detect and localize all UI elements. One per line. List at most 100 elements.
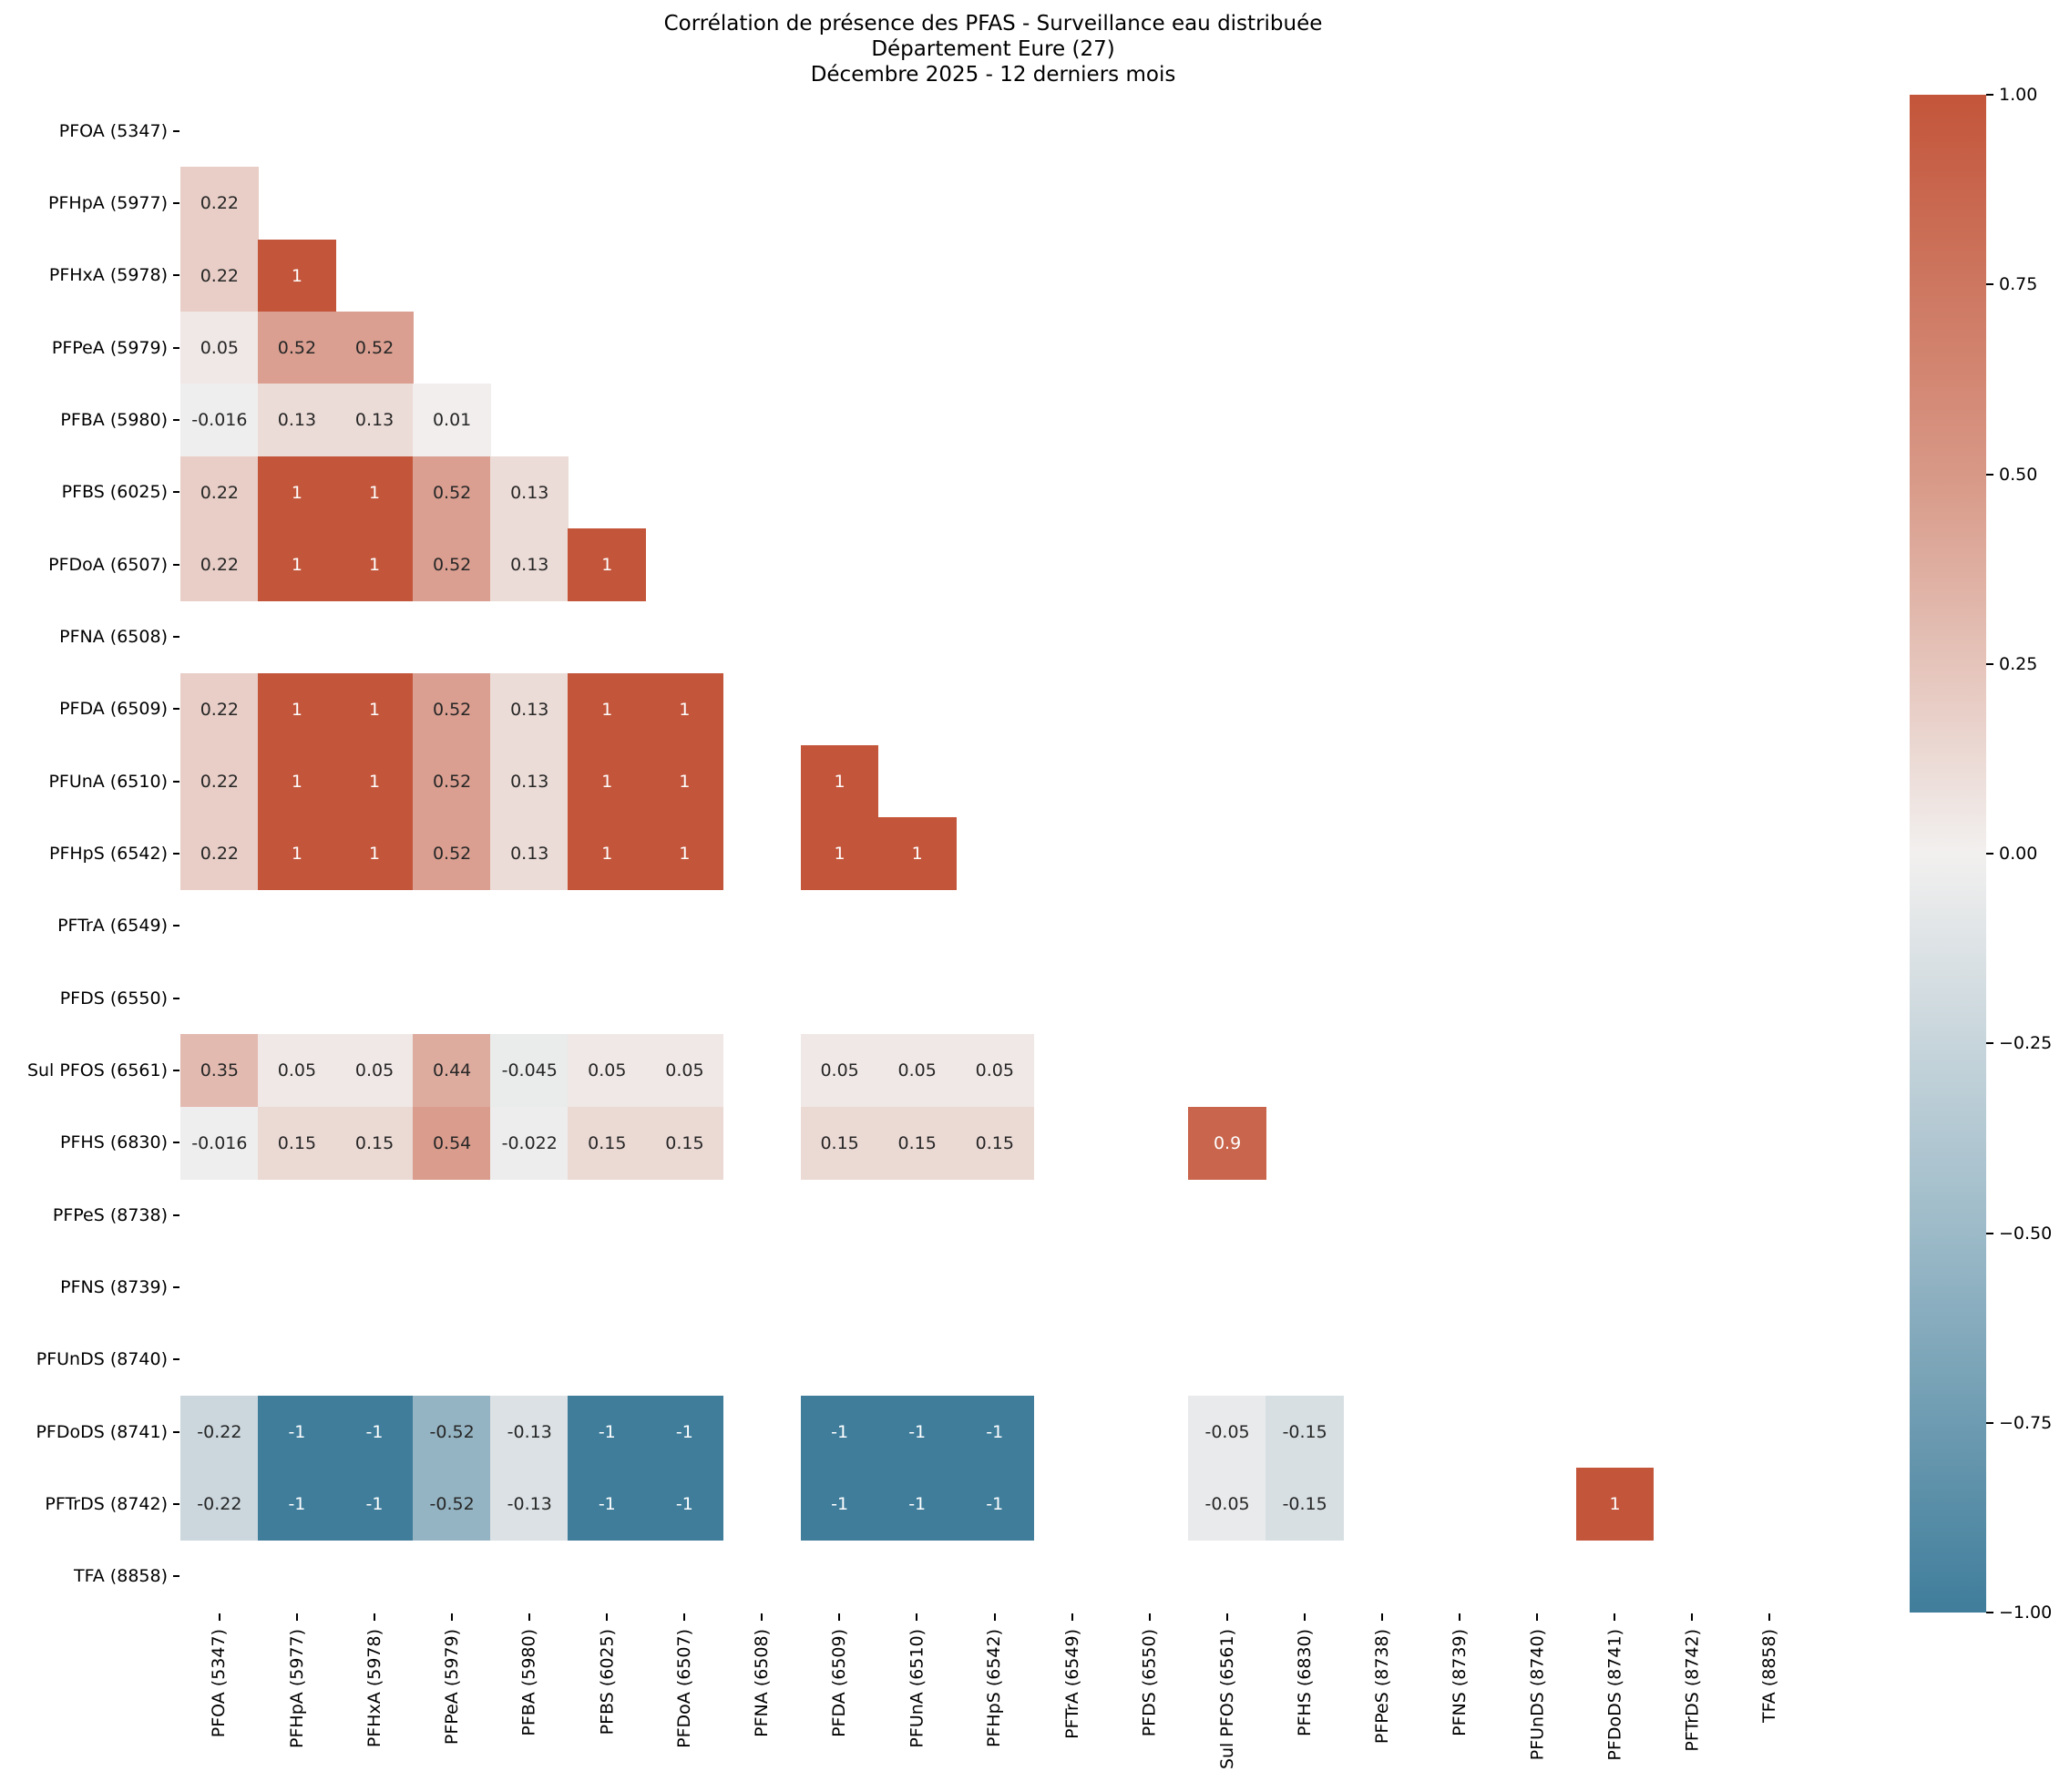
heatmap-cell: -1 (800, 1396, 879, 1469)
heatmap-cell: 0.22 (180, 817, 259, 891)
heatmap-cell: -0.13 (490, 1468, 569, 1541)
heatmap-cell: 0.13 (258, 384, 336, 457)
x-axis-label: PFDoA (6507) (674, 1629, 695, 1748)
x-tick (1614, 1613, 1616, 1621)
colorbar-tick-label: −0.25 (1999, 1033, 2053, 1054)
heatmap-cell: 0.13 (335, 384, 414, 457)
colorbar-tick (1986, 94, 1993, 96)
heatmap-cell: 1 (1575, 1468, 1655, 1541)
y-axis-label: PFPeS (8738) (52, 1204, 168, 1225)
y-axis-label: PFUnA (6510) (48, 771, 168, 792)
heatmap-cell: 1 (335, 745, 414, 818)
x-tick (218, 1613, 220, 1621)
chart-title: Corrélation de présence des PFAS - Surve… (0, 11, 1986, 87)
colorbar-tick-label: 1.00 (1999, 85, 2038, 105)
y-tick (173, 708, 179, 711)
colorbar-tick (1986, 473, 1993, 476)
title-line-3: Décembre 2025 - 12 derniers mois (810, 63, 1176, 87)
heatmap-cell: -0.22 (180, 1468, 259, 1541)
x-tick (1303, 1613, 1306, 1621)
y-axis-label: PFHxA (5978) (48, 265, 168, 286)
heatmap-cell: 0.05 (258, 1034, 336, 1108)
heatmap-cell: 0.05 (335, 1034, 414, 1108)
y-axis-label: PFHpA (5977) (48, 193, 168, 213)
heatmap-cell: 0.13 (490, 456, 569, 529)
heatmap-cell: 0.52 (413, 817, 491, 891)
x-axis-label: PFTrDS (8742) (1682, 1629, 1703, 1752)
x-tick (1071, 1613, 1073, 1621)
heatmap-cell: 1 (800, 745, 879, 818)
heatmap-cell: -0.022 (490, 1106, 569, 1180)
x-axis-label: PFTrA (6549) (1061, 1629, 1082, 1739)
x-axis-label: PFPeS (8738) (1371, 1629, 1392, 1745)
y-tick (173, 1070, 179, 1071)
heatmap-cell: 0.05 (645, 1034, 724, 1108)
heatmap-cell: 0.52 (413, 456, 491, 529)
x-axis-label: PFUnDS (8740) (1527, 1629, 1548, 1761)
y-axis-label: PFUnDS (8740) (36, 1349, 168, 1370)
heatmap-cell: -0.045 (490, 1034, 569, 1108)
y-tick (173, 202, 179, 204)
x-tick (450, 1613, 453, 1621)
x-axis-label: PFBS (6025) (597, 1629, 618, 1736)
x-tick (993, 1613, 996, 1621)
x-tick (1225, 1613, 1228, 1621)
heatmap-cell: 0.15 (258, 1106, 336, 1180)
colorbar-tick-label: −0.75 (1999, 1412, 2053, 1433)
x-tick (1148, 1613, 1151, 1621)
x-axis-label: PFPeA (5979) (441, 1629, 462, 1746)
heatmap-cell: -1 (258, 1468, 336, 1541)
heatmap-cell: -1 (955, 1468, 1034, 1541)
y-tick (173, 491, 179, 494)
heatmap-cell: 1 (335, 528, 414, 601)
x-axis-label: PFHpA (5977) (286, 1629, 307, 1748)
heatmap-cell: 0.22 (180, 456, 259, 529)
y-tick (173, 925, 179, 927)
colorbar-tick-label: 0.50 (1999, 464, 2038, 485)
colorbar (1910, 95, 1986, 1613)
heatmap-cell: 0.13 (490, 817, 569, 891)
heatmap-cell: 0.52 (413, 672, 491, 746)
y-tick (173, 1213, 179, 1216)
heatmap-cell: 1 (645, 672, 724, 746)
heatmap-cell: 0.9 (1188, 1106, 1266, 1180)
heatmap-cell: 0.22 (180, 167, 259, 241)
heatmap-cell: 0.22 (180, 672, 259, 746)
heatmap-cell: 0.01 (413, 384, 491, 457)
x-axis-label: PFNS (8739) (1450, 1629, 1471, 1736)
x-tick (1691, 1613, 1694, 1621)
x-axis-label: PFDA (6509) (829, 1629, 850, 1737)
colorbar-tick-label: −0.50 (1999, 1223, 2053, 1244)
y-axis-label: PFHpS (6542) (48, 844, 168, 864)
y-axis-label: Sul PFOS (6561) (26, 1060, 168, 1080)
y-tick (173, 853, 179, 855)
colorbar-tick (1986, 283, 1993, 286)
x-tick (1536, 1613, 1539, 1621)
colorbar-tick (1986, 1042, 1993, 1045)
y-axis-label: PFTrDS (8742) (45, 1494, 168, 1514)
colorbar-tick (1986, 853, 1993, 855)
y-tick (173, 419, 179, 421)
heatmap-cell: 1 (258, 672, 336, 746)
heatmap-cell: -1 (645, 1468, 724, 1541)
y-tick (173, 129, 179, 132)
y-tick (173, 1430, 179, 1433)
heatmap-cell: -0.05 (1188, 1468, 1266, 1541)
colorbar-tick-label: 0.75 (1999, 274, 2038, 295)
heatmap-cell: -1 (800, 1468, 879, 1541)
heatmap-cell: 0.15 (645, 1106, 724, 1180)
x-tick (761, 1613, 763, 1621)
heatmap-cell: 1 (568, 528, 647, 601)
heatmap-cell: 0.35 (180, 1034, 259, 1108)
heatmap-cell: 1 (877, 817, 957, 891)
heatmap-cell: 0.52 (335, 312, 414, 384)
heatmap-cell: 0.15 (955, 1106, 1034, 1180)
heatmap-cell: -0.52 (413, 1396, 491, 1469)
x-axis-label: PFNA (6508) (752, 1629, 773, 1737)
heatmap-cell: 0.52 (413, 528, 491, 601)
heatmap-cell: 0.13 (490, 528, 569, 601)
heatmap-cell: 1 (800, 817, 879, 891)
heatmap-cell: -0.15 (1266, 1396, 1345, 1469)
heatmap-cell: 0.15 (877, 1106, 957, 1180)
x-tick (838, 1613, 841, 1621)
